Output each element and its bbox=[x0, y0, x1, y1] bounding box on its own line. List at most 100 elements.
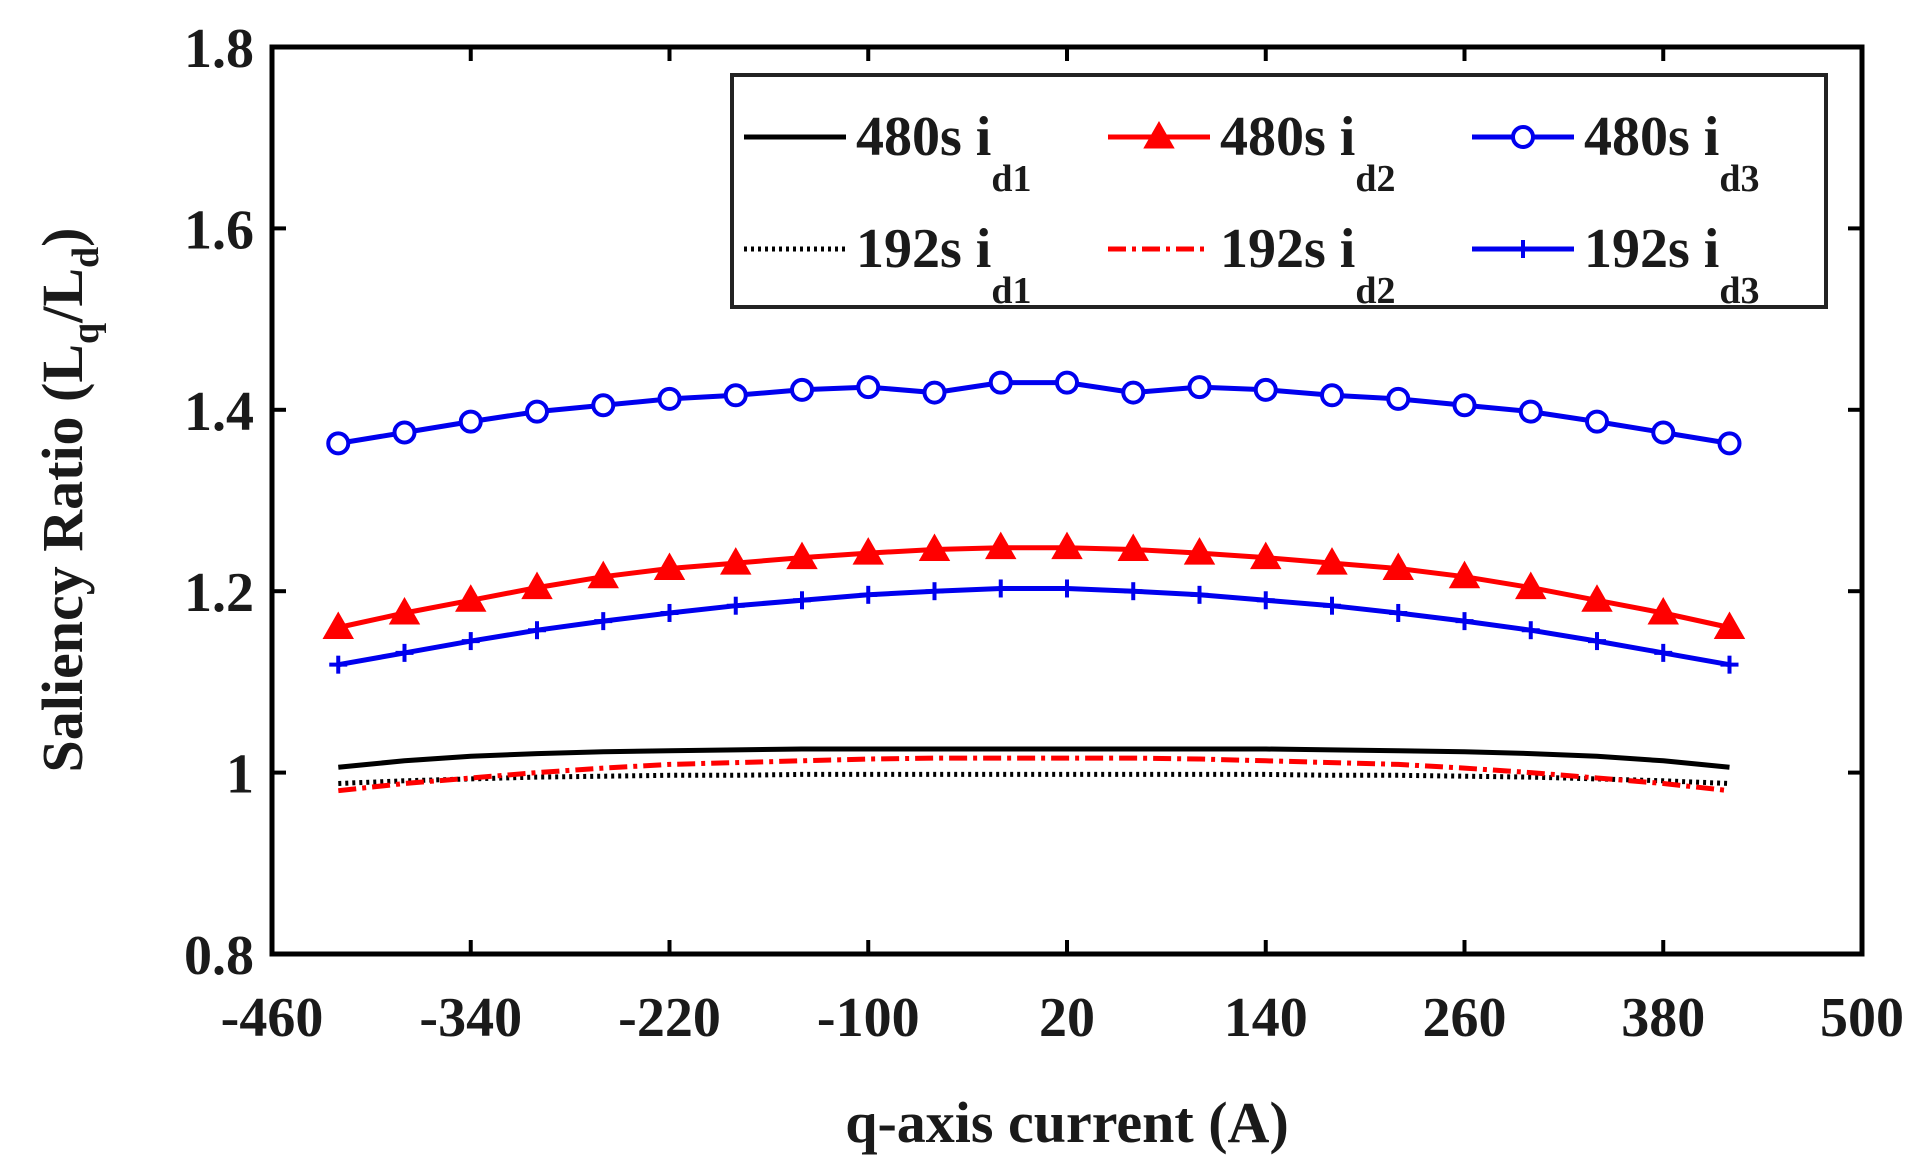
y-tick-label: 1.6 bbox=[184, 199, 254, 261]
data-point-circle bbox=[1452, 393, 1477, 418]
data-point-triangle bbox=[1051, 531, 1083, 560]
series-line bbox=[337, 586, 1730, 668]
y-tick-label: 1 bbox=[226, 744, 254, 806]
data-point-circle bbox=[326, 431, 351, 456]
series-line bbox=[337, 380, 1730, 446]
data-point-circle bbox=[392, 420, 417, 445]
data-point-plus bbox=[1058, 579, 1076, 598]
x-tick-label: 260 bbox=[1423, 987, 1507, 1049]
legend-item: 192s id3 bbox=[1472, 218, 1760, 312]
legend-item: 480s id1 bbox=[744, 106, 1032, 200]
data-point-circle bbox=[856, 375, 881, 400]
x-tick-label: 380 bbox=[1621, 987, 1705, 1049]
axes: -460 -340 -220 -100 20 140 260 380 500 0.8 1 1.2 1.4… bbox=[184, 18, 1904, 1049]
legend-item: 192s id2 bbox=[1108, 218, 1396, 312]
data-point-triangle bbox=[786, 541, 818, 570]
data-point-plus bbox=[1654, 643, 1673, 662]
y-tick-label: 1.4 bbox=[184, 381, 254, 443]
data-point-circle bbox=[1717, 431, 1742, 456]
data-point-triangle bbox=[388, 596, 421, 625]
legend-label: 192s id2 bbox=[1220, 218, 1396, 312]
y-axis-title-mid: /L bbox=[30, 268, 95, 324]
y-tick-label: 0.8 bbox=[184, 925, 254, 987]
data-point-circle bbox=[988, 370, 1013, 395]
data-point-plus bbox=[991, 579, 1010, 598]
legend: 480s id1 480s id2 480s id3 192s id1 192s id2… bbox=[730, 73, 1828, 312]
x-tick-label: -220 bbox=[618, 987, 721, 1049]
x-tick-label: 500 bbox=[1820, 987, 1904, 1049]
data-point-triangle bbox=[521, 571, 553, 600]
data-point-triangle bbox=[1250, 541, 1282, 570]
data-point-triangle bbox=[1316, 547, 1348, 575]
data-point-plus bbox=[1323, 596, 1341, 615]
data-point-plus bbox=[1521, 621, 1540, 640]
legend-item: 192s id1 bbox=[744, 218, 1032, 312]
x-tick-label: -100 bbox=[817, 987, 920, 1049]
data-point-plus bbox=[1124, 582, 1143, 601]
data-point-plus bbox=[793, 591, 811, 610]
series-line bbox=[338, 746, 1730, 770]
data-point-plus bbox=[859, 585, 878, 604]
data-point-plus bbox=[329, 655, 348, 674]
x-tick-label: 140 bbox=[1224, 987, 1308, 1049]
data-point-circle bbox=[458, 409, 483, 434]
series-line bbox=[338, 771, 1730, 786]
series-480s-i-d3 bbox=[326, 370, 1742, 456]
y-axis-title-main: Saliency Ratio (L bbox=[30, 344, 95, 773]
data-point-triangle bbox=[852, 537, 884, 565]
data-point-plus bbox=[528, 621, 546, 640]
legend-label: 192s id1 bbox=[856, 218, 1032, 312]
data-point-triangle bbox=[587, 560, 619, 589]
data-point-circle bbox=[1320, 383, 1344, 408]
series-line bbox=[337, 545, 1731, 630]
data-point-plus bbox=[1389, 603, 1408, 622]
series-192s-i-d2 bbox=[338, 755, 1730, 794]
data-point-circle bbox=[1386, 386, 1411, 411]
y-tick-label: 1.2 bbox=[184, 562, 254, 624]
data-point-circle bbox=[1055, 370, 1079, 395]
data-point-triangle bbox=[1448, 560, 1481, 589]
x-tick-label: -340 bbox=[419, 987, 522, 1049]
data-point-circle bbox=[723, 383, 748, 408]
data-point-circle bbox=[1651, 420, 1676, 445]
legend-box bbox=[730, 73, 1828, 309]
legend-label: 192s id3 bbox=[1584, 218, 1760, 312]
x-tick-label: -460 bbox=[221, 987, 324, 1049]
data-point-plus bbox=[1190, 585, 1209, 604]
data-point-triangle bbox=[1647, 596, 1679, 625]
data-point-circle bbox=[1121, 380, 1146, 405]
y-axis-title-end: ) bbox=[30, 228, 95, 247]
data-point-circle bbox=[1585, 409, 1609, 434]
series-192s-i-d1 bbox=[338, 771, 1730, 786]
data-point-triangle bbox=[985, 531, 1017, 560]
data-point-triangle bbox=[1581, 584, 1613, 612]
data-point-plus bbox=[594, 612, 613, 631]
data-point-plus bbox=[1588, 632, 1606, 651]
legend-label: 480s id2 bbox=[1220, 106, 1396, 200]
y-axis-title-sub-q: q bbox=[65, 323, 107, 344]
data-point-circle bbox=[657, 386, 682, 411]
legend-item: 480s id3 bbox=[1472, 106, 1760, 200]
data-point-triangle bbox=[918, 533, 951, 561]
x-axis-title: q-axis current (A) bbox=[845, 1090, 1289, 1155]
data-point-triangle bbox=[1183, 537, 1216, 565]
data-point-plus bbox=[461, 632, 480, 651]
data-point-plus bbox=[395, 643, 414, 662]
y-axis-title: Saliency Ratio (Lq/Ld) bbox=[30, 228, 107, 773]
data-point-circle bbox=[591, 393, 616, 418]
series-line bbox=[338, 755, 1730, 794]
data-point-triangle bbox=[720, 547, 752, 575]
data-point-circle bbox=[1187, 375, 1212, 400]
data-point-triangle bbox=[1117, 533, 1149, 561]
data-point-triangle bbox=[1713, 611, 1746, 639]
data-point-triangle bbox=[1382, 552, 1414, 581]
data-point-plus bbox=[660, 603, 679, 622]
legend-item: 480s id2 bbox=[1108, 106, 1396, 200]
data-point-circle bbox=[1253, 377, 1278, 402]
data-point-plus bbox=[726, 596, 745, 615]
data-point-circle bbox=[790, 377, 814, 402]
data-point-circle bbox=[1511, 125, 1535, 149]
y-axis-title-sub-d: d bbox=[65, 247, 107, 268]
data-point-plus bbox=[1455, 612, 1474, 631]
data-point-triangle bbox=[653, 552, 686, 581]
